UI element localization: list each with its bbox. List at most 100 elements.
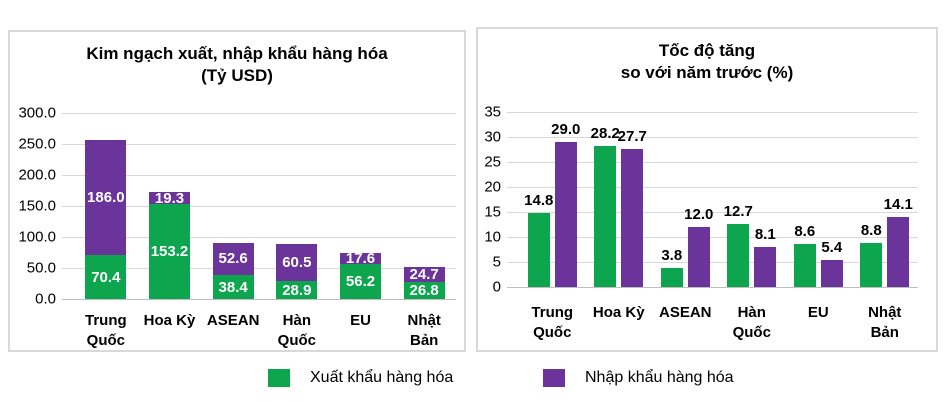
- bar-import-eu: [820, 260, 843, 287]
- y-axis-tick-label: 5: [492, 253, 501, 271]
- bar-import-asean: 52.6: [212, 242, 254, 276]
- bar-value-label: 19.3: [154, 189, 185, 207]
- bar-value-label: 8.6: [794, 223, 816, 240]
- bar-value-label: 17.6: [345, 250, 376, 268]
- bar-import-nhat-ban: 24.7: [403, 266, 445, 284]
- bar-value-label: 29.0: [551, 121, 581, 138]
- x-axis-category-label-nhat-ban: Nhật Bản: [868, 304, 902, 342]
- y-axis-tick-label: 25: [484, 153, 501, 171]
- bar-value-label: 8.8: [860, 222, 882, 239]
- growth-rate-plot-area: 0 5 10 15 20 25 30 35 Trung Quốc 14.8 29.0 Hoa Kỳ 28…: [484, 105, 918, 341]
- y-axis-tick-label: 0: [492, 278, 501, 296]
- growth-rate-chart-title: Tốc độ tăng so với năm trước (%): [478, 40, 936, 84]
- legend-label: Xuất khẩu hàng hóa: [310, 369, 454, 386]
- gridline-y-250.0: [62, 144, 456, 145]
- bar-import-trung-quoc: 186.0: [85, 140, 127, 256]
- y-axis-tick-label: 30: [484, 128, 501, 146]
- gridline-y-200.0: [62, 175, 456, 176]
- bar-export-trung-quoc: [527, 213, 550, 287]
- trade-value-chart-panel: Kim ngạch xuất, nhập khẩu hàng hóa (Tỷ U…: [8, 30, 466, 352]
- gridline-y-30: [507, 137, 918, 138]
- bar-value-label: 8.1: [754, 225, 776, 243]
- x-axis-category-label-nhat-ban: Nhật Bản: [407, 312, 441, 350]
- legend-item-export: Xuất khẩu hàng hóa: [268, 369, 453, 387]
- bar-value-label: 153.2: [150, 243, 189, 261]
- chart-title-line: Kim ngạch xuất, nhập khẩu hàng hóa: [86, 44, 388, 63]
- bar-export-asean: [660, 268, 683, 287]
- chart-title-line: Tốc độ tăng: [658, 41, 756, 60]
- bar-value-label: 70.4: [91, 268, 121, 286]
- bar-value-label: 12.0: [684, 206, 714, 223]
- x-axis-category-label-asean: ASEAN: [658, 304, 712, 321]
- y-axis-tick-label: 15: [484, 203, 501, 221]
- gridline-y-100.0: [62, 237, 456, 238]
- bar-export-hoa-ky: [594, 146, 617, 287]
- y-axis-tick-label: 35: [484, 103, 501, 121]
- gridline-y-20: [507, 187, 918, 188]
- gridline-y-0.0: [62, 299, 456, 300]
- bar-export-asean: 38.4: [212, 275, 254, 299]
- gridline-y-150.0: [62, 206, 456, 207]
- y-axis-tick-label: 300.0: [18, 104, 56, 122]
- bar-import-nhat-ban: [887, 216, 910, 287]
- bar-import-han-quoc: [754, 246, 777, 287]
- x-axis-category-label-han-quoc: Hàn Quốc: [732, 304, 771, 342]
- x-axis-category-label-trung-quoc: Trung Quốc: [84, 312, 127, 350]
- x-axis-category-label-trung-quoc: Trung Quốc: [531, 304, 574, 342]
- gridline-y-300.0: [62, 113, 456, 114]
- chart-title-line: so với năm trước (%): [620, 63, 794, 83]
- x-axis-category-label-han-quoc: Hàn Quốc: [277, 312, 316, 350]
- bar-export-trung-quoc: 70.4: [85, 255, 127, 299]
- bar-value-label: 56.2: [345, 273, 376, 291]
- x-axis-category-label-hoa-ky: Hoa Kỳ: [143, 312, 196, 329]
- bar-export-eu: 56.2: [340, 264, 381, 299]
- bar-value-label: 14.8: [524, 192, 554, 209]
- gridline-y-35: [507, 112, 918, 113]
- x-axis-category-label-hoa-ky: Hoa Kỳ: [592, 304, 645, 321]
- import-color-swatch-icon: [543, 369, 565, 387]
- trade-value-chart-title: Kim ngạch xuất, nhập khẩu hàng hóa (Tỷ U…: [10, 43, 464, 87]
- legend-item-import: Nhập khẩu hàng hóa: [543, 369, 734, 387]
- chart-title-line: (Tỷ USD): [201, 66, 273, 86]
- x-axis-category-label-eu: EU: [807, 304, 829, 321]
- y-axis-tick-label: 200.0: [18, 166, 56, 184]
- y-axis-tick-label: 20: [484, 178, 501, 196]
- bar-export-han-quoc: [727, 223, 750, 287]
- y-axis-tick-label: 100.0: [18, 228, 56, 246]
- y-axis-tick-label: 0.0: [35, 290, 56, 308]
- bar-import-hoa-ky: 19.3: [149, 189, 190, 207]
- y-axis-tick-label: 10: [484, 228, 501, 246]
- bar-import-eu: 17.6: [340, 250, 381, 268]
- bar-value-label: 186.0: [87, 189, 125, 207]
- y-axis-tick-label: 250.0: [18, 135, 56, 153]
- bar-value-label: 28.9: [282, 281, 312, 299]
- bar-import-hoa-ky: [621, 148, 644, 287]
- bar-value-label: 5.4: [821, 239, 843, 256]
- gridline-y-15: [507, 212, 918, 213]
- bar-import-han-quoc: 60.5: [276, 243, 318, 282]
- bar-value-label: 60.5: [282, 253, 312, 271]
- bar-export-han-quoc: 28.9: [276, 281, 318, 299]
- gridline-y-10: [507, 237, 918, 238]
- x-axis-category-label-asean: ASEAN: [206, 312, 260, 329]
- bar-value-label: 3.8: [661, 247, 683, 264]
- bar-value-label: 24.7: [409, 266, 439, 284]
- bar-value-label: 26.8: [409, 282, 439, 300]
- y-axis-tick-label: 150.0: [18, 197, 56, 215]
- bar-export-nhat-ban: [860, 243, 883, 287]
- bar-value-label: 12.7: [723, 202, 753, 220]
- gridline-y-25: [507, 162, 918, 163]
- trade-value-plot-area: 0.0 50.0 100.0 150.0 200.0 250.0 300.0 Trung Qu…: [18, 106, 456, 349]
- legend-label: Nhập khẩu hàng hóa: [585, 369, 734, 386]
- bar-value-label: 27.7: [617, 127, 647, 145]
- bar-export-nhat-ban: 26.8: [403, 282, 445, 300]
- gridline-y-5: [507, 262, 918, 263]
- bar-value-label: 52.6: [218, 250, 248, 268]
- bar-import-asean: [687, 227, 710, 287]
- bar-export-hoa-ky: 153.2: [149, 204, 190, 299]
- bar-export-eu: [793, 244, 816, 287]
- gridline-y-50.0: [62, 268, 456, 269]
- bar-value-label: 38.4: [218, 278, 248, 296]
- gridline-y-0: [507, 287, 918, 288]
